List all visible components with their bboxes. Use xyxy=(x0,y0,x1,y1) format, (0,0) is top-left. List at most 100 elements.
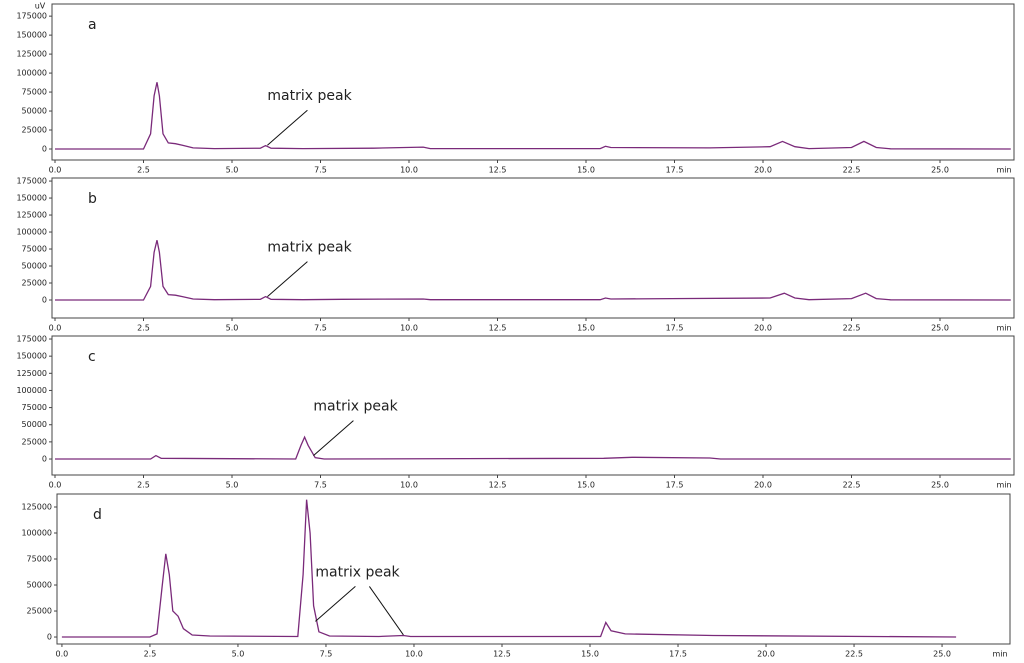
x-tick-label: 10.0 xyxy=(400,481,418,490)
y-tick-label: 100000 xyxy=(16,228,47,237)
x-axis-label: min xyxy=(996,166,1011,175)
x-tick-label: 10.0 xyxy=(400,324,418,333)
x-tick-label: 12.5 xyxy=(489,324,507,333)
x-tick-label: 20.0 xyxy=(754,481,772,490)
y-tick-label: 50000 xyxy=(22,420,47,429)
y-tick-label: 175000 xyxy=(16,12,47,21)
y-tick-label: 25000 xyxy=(22,437,47,446)
plot-frame xyxy=(51,3,1015,161)
y-tick-label: 0 xyxy=(47,633,52,642)
x-tick-label: 0.0 xyxy=(49,481,62,490)
plot-frame xyxy=(51,177,1015,319)
x-tick-label: 25.0 xyxy=(931,166,949,175)
panel-title: a xyxy=(88,17,97,33)
x-tick-label: 0.0 xyxy=(56,650,69,659)
x-tick-label: 5.0 xyxy=(226,324,239,333)
annotation-arrow xyxy=(368,586,404,636)
y-tick-label: 25000 xyxy=(27,607,52,616)
x-tick-label: 15.0 xyxy=(577,324,595,333)
x-tick-label: 22.5 xyxy=(843,166,861,175)
x-tick-label: 25.0 xyxy=(933,650,951,659)
y-tick-label: 100000 xyxy=(16,69,47,78)
y-tick-label: 175000 xyxy=(16,335,47,344)
x-tick-label: 5.0 xyxy=(226,166,239,175)
y-tick-label: 150000 xyxy=(16,352,47,361)
x-axis-label: min xyxy=(996,481,1011,490)
panel-title: c xyxy=(88,349,96,365)
annotation: matrix peak xyxy=(315,564,400,580)
x-tick-label: 0.0 xyxy=(49,324,62,333)
y-tick-label: 75000 xyxy=(22,245,47,254)
y-tick-label: 0 xyxy=(42,455,47,464)
x-tick-label: 17.5 xyxy=(666,324,684,333)
x-tick-label: 22.5 xyxy=(845,650,863,659)
annotation: matrix peak xyxy=(267,240,352,256)
y-tick-label: 75000 xyxy=(22,403,47,412)
x-tick-label: 7.5 xyxy=(320,650,333,659)
y-tick-label: 125000 xyxy=(16,211,47,220)
chromatogram-line xyxy=(55,240,1011,301)
x-tick-label: 12.5 xyxy=(489,481,507,490)
y-tick-label: 75000 xyxy=(27,555,52,564)
x-tick-label: 17.5 xyxy=(669,650,687,659)
y-tick-label: 150000 xyxy=(16,194,47,203)
y-tick-label: 125000 xyxy=(16,369,47,378)
annotation-arrow xyxy=(313,420,354,456)
panel-title: b xyxy=(88,191,97,207)
y-tick-label: 100000 xyxy=(21,529,52,538)
y-tick-label: 175000 xyxy=(16,177,47,186)
plot-frame xyxy=(56,493,1011,645)
x-tick-label: 15.0 xyxy=(577,481,595,490)
x-tick-label: 2.5 xyxy=(137,481,150,490)
annotation-arrow xyxy=(267,109,308,146)
y-tick-label: 75000 xyxy=(22,88,47,97)
annotation: matrix peak xyxy=(313,399,398,415)
y-tick-label: 125000 xyxy=(16,50,47,59)
x-tick-label: 15.0 xyxy=(581,650,599,659)
x-tick-label: 20.0 xyxy=(754,324,772,333)
x-tick-label: 2.5 xyxy=(144,650,157,659)
y-tick-label: 25000 xyxy=(22,126,47,135)
x-tick-label: 7.5 xyxy=(314,481,327,490)
y-tick-label: 100000 xyxy=(16,386,47,395)
x-tick-label: 12.5 xyxy=(489,166,507,175)
x-axis-label: min xyxy=(996,324,1011,333)
x-tick-label: 22.5 xyxy=(843,324,861,333)
annotation-arrow xyxy=(315,586,356,622)
annotation-arrow xyxy=(267,261,308,297)
y-tick-label: 125000 xyxy=(21,503,52,512)
x-tick-label: 25.0 xyxy=(931,481,949,490)
x-tick-label: 17.5 xyxy=(666,166,684,175)
y-tick-label: 50000 xyxy=(22,262,47,271)
annotation: matrix peak xyxy=(267,88,352,104)
x-tick-label: 2.5 xyxy=(137,166,150,175)
y-tick-label: 50000 xyxy=(27,581,52,590)
x-tick-label: 5.0 xyxy=(226,481,239,490)
x-tick-label: 25.0 xyxy=(931,324,949,333)
x-tick-label: 12.5 xyxy=(493,650,511,659)
chromatogram-line xyxy=(55,435,1011,460)
y-tick-label: 25000 xyxy=(22,279,47,288)
chromatogram-line xyxy=(55,82,1011,150)
x-tick-label: 22.5 xyxy=(843,481,861,490)
x-axis-label: min xyxy=(992,650,1007,659)
x-tick-label: 20.0 xyxy=(754,166,772,175)
x-tick-label: 0.0 xyxy=(49,166,62,175)
panel-title: d xyxy=(93,507,102,523)
y-axis-label: uV xyxy=(35,2,46,11)
x-tick-label: 20.0 xyxy=(757,650,775,659)
chromatogram-line xyxy=(61,499,957,638)
x-tick-label: 17.5 xyxy=(666,481,684,490)
x-tick-label: 10.0 xyxy=(405,650,423,659)
y-tick-label: 0 xyxy=(42,144,47,153)
x-tick-label: 2.5 xyxy=(137,324,150,333)
plot-frame xyxy=(51,335,1015,476)
y-tick-label: 0 xyxy=(42,295,47,304)
x-tick-label: 7.5 xyxy=(314,166,327,175)
y-tick-label: 150000 xyxy=(16,31,47,40)
y-tick-label: 50000 xyxy=(22,107,47,116)
x-tick-label: 5.0 xyxy=(232,650,245,659)
x-tick-label: 10.0 xyxy=(400,166,418,175)
